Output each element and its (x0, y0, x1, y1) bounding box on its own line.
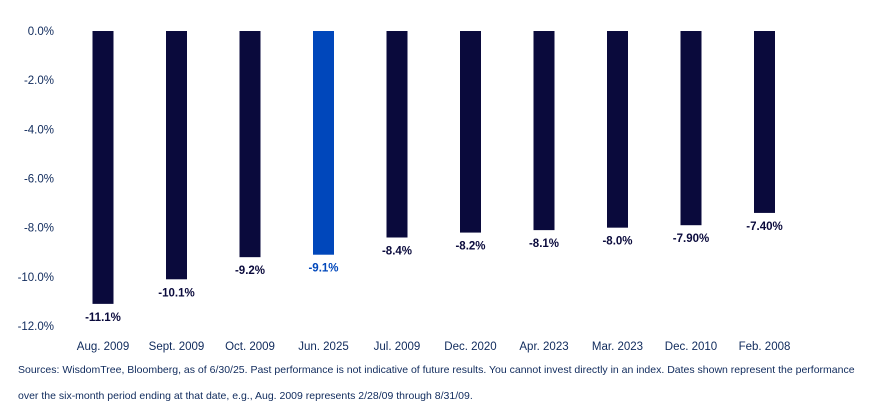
bar-jun-2025 (313, 31, 334, 255)
bar-oct-2009 (239, 31, 261, 258)
x-tick-label: Apr. 2023 (519, 341, 568, 353)
x-tick-label: Mar. 2023 (592, 341, 643, 353)
bar-aug-2009 (92, 31, 114, 304)
data-label: -10.1% (158, 287, 194, 299)
y-tick-label: -8.0% (24, 223, 54, 235)
data-label: -9.2% (235, 265, 265, 277)
data-label: -7.40% (746, 221, 782, 233)
x-axis: Aug. 2009 Sept. 2009 Oct. 2009 Jun. 2025 Jul… (77, 341, 791, 353)
bar-jul-2009 (386, 31, 408, 238)
data-label: -8.1% (529, 238, 559, 250)
data-label: -8.0% (602, 236, 632, 248)
bar-dec-2020 (460, 31, 481, 233)
x-tick-label: Sept. 2009 (149, 341, 205, 353)
y-tick-label: -2.0% (24, 75, 54, 87)
x-tick-label: Oct. 2009 (225, 341, 275, 353)
y-tick-label: 0.0% (28, 26, 54, 38)
data-label: -9.1% (308, 263, 338, 275)
bar-feb-2008 (754, 31, 775, 213)
data-label: -8.2% (455, 241, 485, 253)
x-tick-label: Jul. 2009 (374, 341, 421, 353)
y-axis: 0.0% -2.0% -4.0% -6.0% -8.0% -10.0% -12.0% (18, 26, 54, 333)
bars (92, 31, 775, 304)
bar-dec-2010 (680, 31, 702, 226)
y-tick-label: -12.0% (18, 321, 54, 333)
y-tick-label: -10.0% (18, 272, 54, 284)
x-tick-label: Dec. 2020 (444, 341, 496, 353)
x-tick-label: Feb. 2008 (739, 341, 791, 353)
x-tick-label: Jun. 2025 (298, 341, 349, 353)
data-label: -8.4% (382, 246, 412, 258)
footnote-line-2: over the six-month period ending at that… (18, 390, 473, 402)
bar-apr-2023 (533, 31, 555, 231)
data-label: -7.90% (673, 233, 709, 245)
x-tick-label: Dec. 2010 (665, 341, 717, 353)
bar-mar-2023 (607, 31, 628, 228)
y-tick-label: -6.0% (24, 174, 54, 186)
y-tick-label: -4.0% (24, 124, 54, 136)
data-labels: -11.1% -10.1% -9.2% -9.1% -8.4% -8.2% -8.1% -8.… (85, 221, 783, 324)
bar-sept-2009 (166, 31, 187, 280)
x-tick-label: Aug. 2009 (77, 341, 129, 353)
bar-chart: 0.0% -2.0% -4.0% -6.0% -8.0% -10.0% -12.0% -11… (18, 26, 791, 353)
data-label: -11.1% (85, 312, 121, 324)
footnote-line-1: Sources: WisdomTree, Bloomberg, as of 6/… (18, 364, 855, 376)
